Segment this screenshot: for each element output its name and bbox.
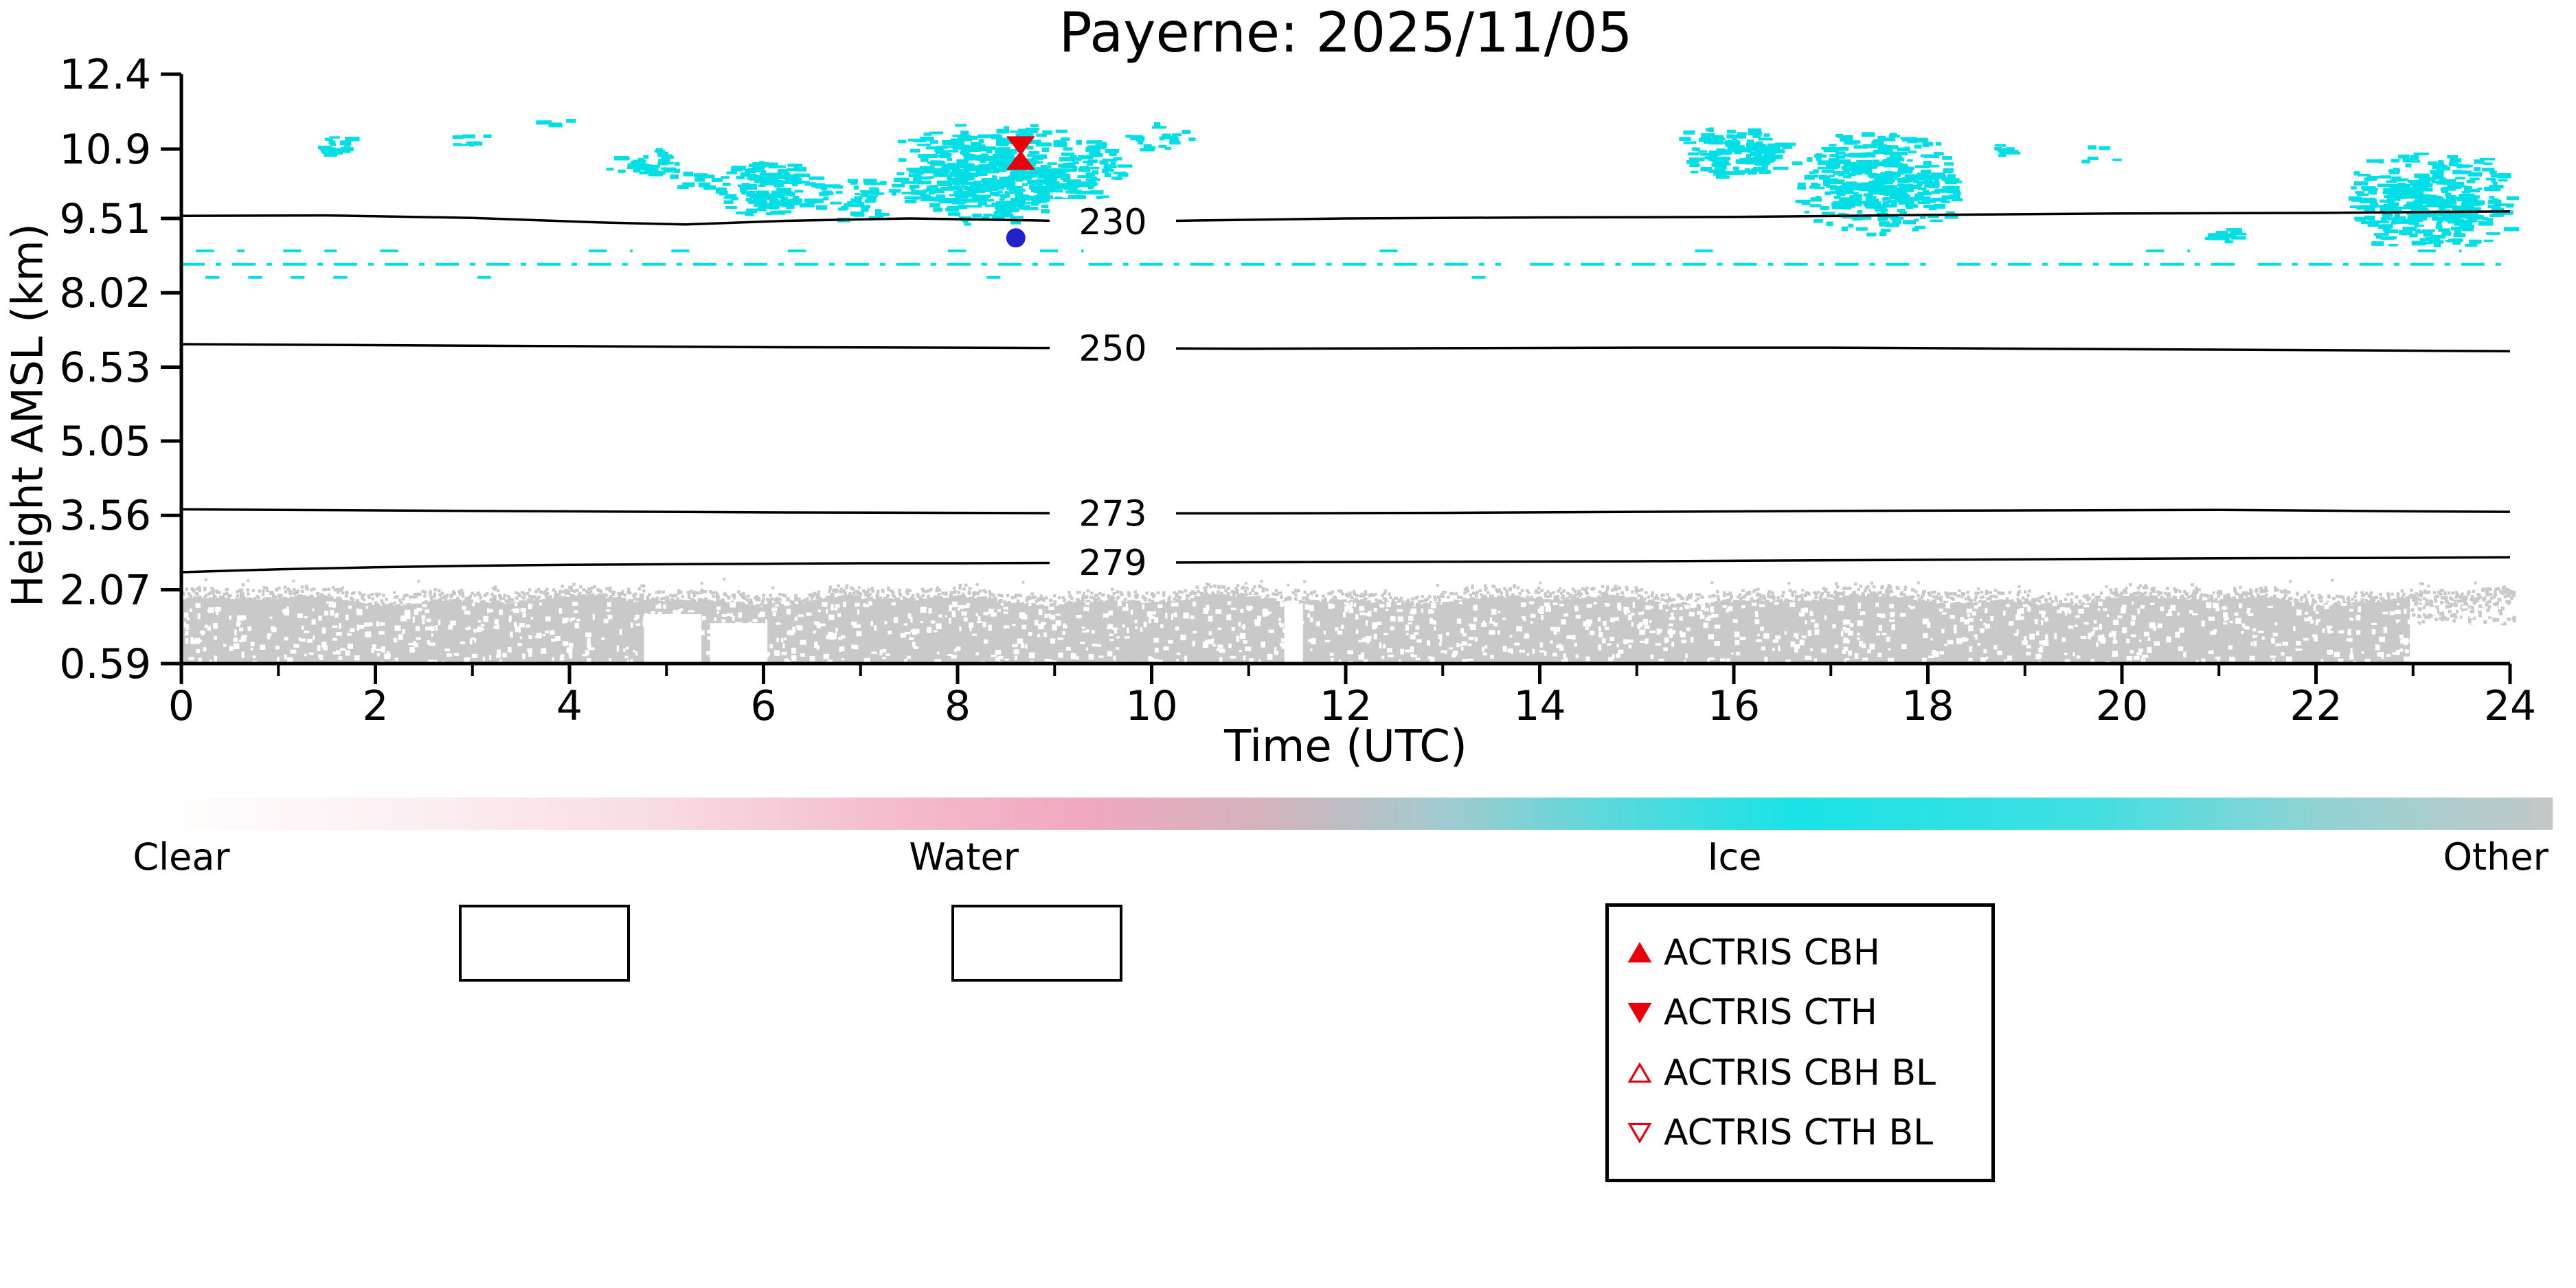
triangle-down-filled-icon (1627, 1003, 1652, 1024)
x-tick-label: 22 (2290, 682, 2342, 730)
colorbar-labels: Clear Water Ice Other (0, 835, 2576, 879)
legend-item: ACTRIS CTH BL (1625, 1112, 1985, 1153)
y-tick-label: 0.59 (59, 640, 151, 688)
legend-item: ACTRIS CBH (1625, 932, 1985, 973)
actris-cbh-marker (1006, 150, 1035, 170)
x-tick-label: 0 (168, 682, 194, 730)
triangle-up-filled-icon (1627, 942, 1652, 963)
colorbar-label-clear: Clear (133, 835, 230, 879)
empty-box-2 (951, 905, 1122, 982)
x-tick-label: 24 (2484, 682, 2536, 730)
y-tick-label: 5.05 (59, 418, 151, 466)
y-tick-label: 9.51 (59, 195, 151, 243)
x-axis-label: Time (UTC) (1224, 721, 1467, 772)
ice-clouds (317, 119, 2520, 247)
x-tick-label: 10 (1125, 682, 1177, 730)
colorbar-label-water: Water (909, 835, 1019, 879)
legend-label: ACTRIS CBH (1664, 932, 1880, 974)
x-tick-label: 14 (1513, 682, 1566, 730)
x-tick-label: 18 (1901, 682, 1954, 730)
axes: 0 2 4 6 8 10 12 14 16 18 20 22 240.592.073.565.056.5… (59, 51, 2536, 730)
legend-item: ACTRIS CBH BL (1625, 1052, 1985, 1094)
colorbar-gradient (181, 798, 2553, 830)
legend-item: ACTRIS CTH (1625, 992, 1985, 1033)
x-tick-label: 2 (362, 682, 388, 730)
actris-cth-marker (1006, 136, 1035, 156)
triangle-down-open-icon (1627, 1122, 1652, 1144)
marker-legend: ACTRIS CBH ACTRIS CTH ACTRIS CBH BL ACTRIS … (1605, 903, 1995, 1182)
blue-point-marker (1006, 228, 1026, 248)
x-tick-label: 4 (556, 682, 583, 730)
y-tick-label: 8.02 (59, 269, 151, 317)
y-tick-label: 2.07 (59, 566, 151, 614)
legend-label: ACTRIS CTH BL (1664, 1111, 1934, 1153)
triangle-up-open-icon (1627, 1061, 1652, 1083)
chart-title: Payerne: 2025/11/05 (1059, 1, 1633, 65)
y-tick-label: 12.4 (59, 51, 151, 99)
legend-label: ACTRIS CBH BL (1664, 1052, 1936, 1094)
x-tick-label: 8 (945, 682, 971, 730)
aerosol-layer (180, 577, 2516, 666)
isotherm-contours: 230 250 273 279 (181, 199, 2511, 586)
y-tick-label: 3.56 (59, 492, 151, 540)
x-tick-label: 16 (1708, 682, 1760, 730)
legend-label: ACTRIS CTH (1664, 992, 1877, 1034)
observation-markers (1006, 136, 1035, 248)
isotherm-label-279: 279 (1078, 543, 1146, 584)
x-tick-label: 12 (1320, 682, 1372, 730)
y-tick-label: 6.53 (59, 343, 151, 392)
isotherm-label-250: 250 (1078, 328, 1146, 370)
liquid-layer-lines (181, 249, 2510, 279)
x-tick-label: 20 (2096, 682, 2148, 730)
empty-box-1 (459, 905, 630, 982)
isotherm-label-273: 273 (1078, 493, 1146, 534)
y-tick-label: 10.9 (59, 126, 151, 174)
colorbar-label-other: Other (2443, 835, 2549, 879)
isotherm-label-230: 230 (1078, 202, 1146, 243)
x-tick-label: 6 (750, 682, 776, 730)
colorbar-label-ice: Ice (1707, 835, 1762, 879)
